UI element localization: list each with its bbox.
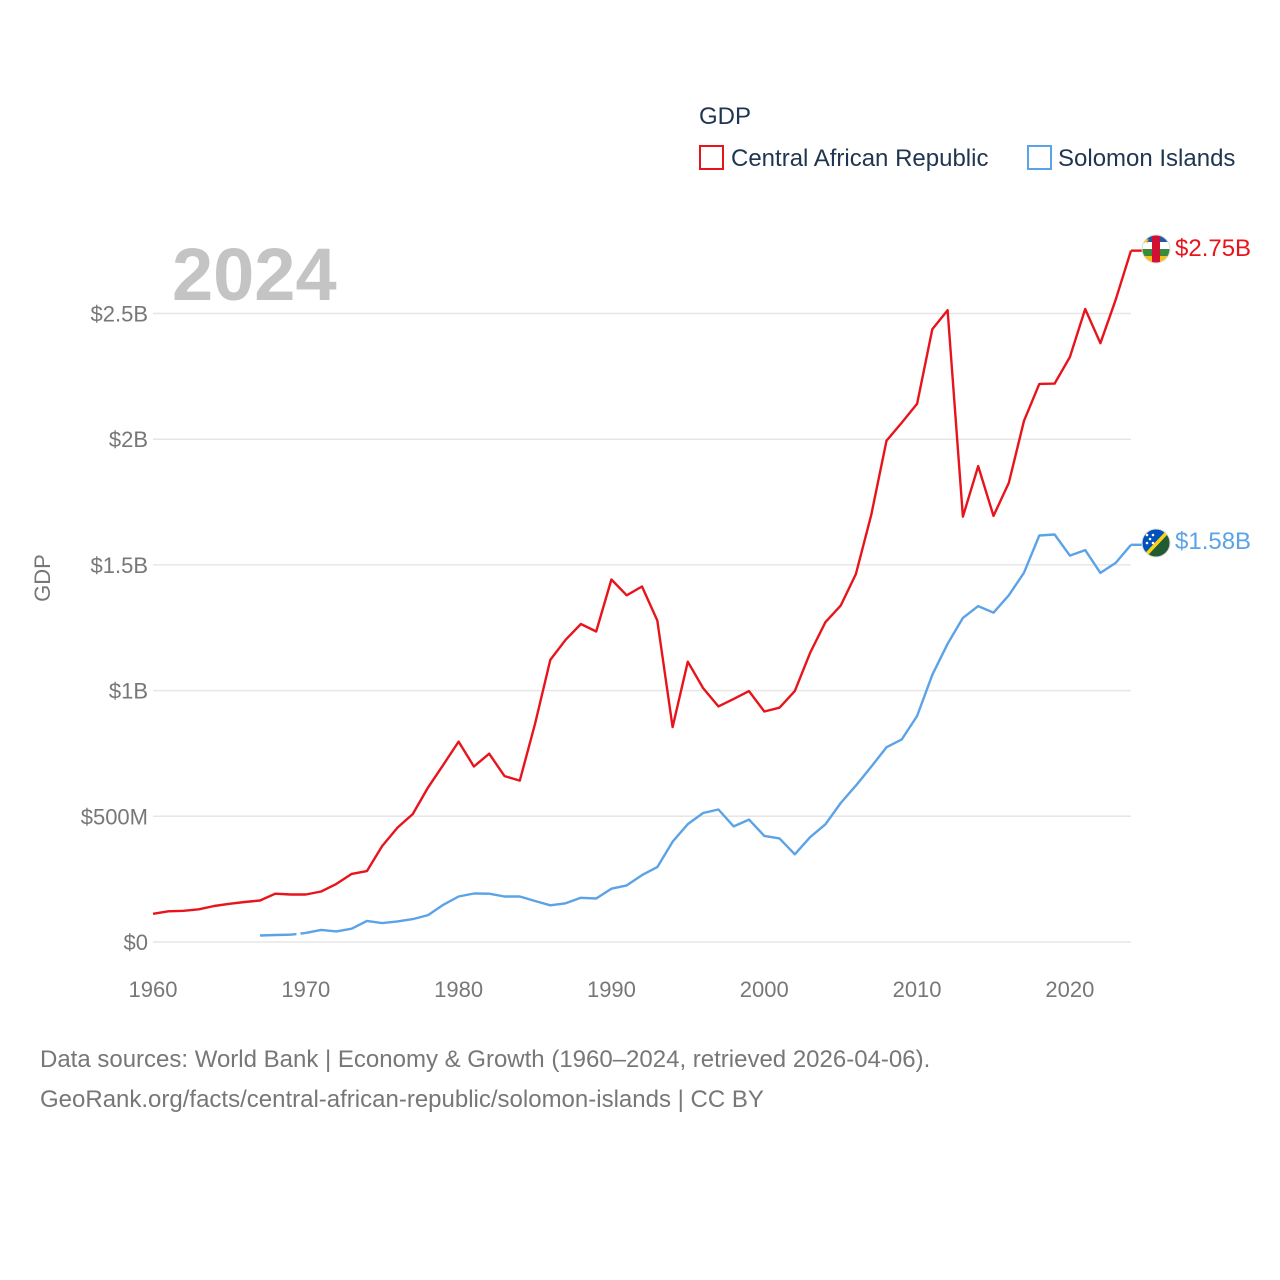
series-lines — [152, 249, 1142, 937]
legend-item-central-african-republic[interactable]: Central African Republic — [699, 145, 988, 172]
y-tick-label: $2B — [109, 427, 148, 452]
legend-item-solomon-islands[interactable]: Solomon Islands — [1027, 145, 1235, 172]
year-label: 2024 — [172, 233, 337, 316]
x-tick-label: 1980 — [434, 977, 483, 1002]
y-tick-label: $500M — [81, 804, 148, 829]
y-tick-label: $0 — [124, 930, 148, 955]
x-axis-ticks: 1960 1970 1980 1990 2000 2010 2020 — [129, 977, 1095, 1002]
series-line-solomon-islands[interactable] — [259, 933, 291, 937]
gridlines — [153, 312, 1131, 943]
legend-swatch-solomon-islands — [1027, 145, 1052, 170]
central-african-republic-flag-border — [1141, 234, 1171, 264]
y-tick-label: $1B — [109, 679, 148, 704]
legend-label-solomon-islands: Solomon Islands — [1058, 145, 1235, 172]
end-label-central-african-republic: $2.75B — [1175, 235, 1251, 262]
series-line-solomon-islands[interactable] — [305, 533, 1132, 935]
x-tick-label: 1970 — [281, 977, 330, 1002]
x-tick-label: 1960 — [129, 977, 178, 1002]
solomon-islands-flag-border — [1141, 528, 1171, 558]
legend-title: GDP — [699, 103, 751, 130]
series-line-central-african-republic[interactable] — [152, 250, 1133, 915]
y-axis-ticks: $0 $500M $1B $1.5B $2B $2.5B — [81, 302, 148, 956]
y-tick-label: $1.5B — [91, 553, 149, 578]
x-tick-label: 2020 — [1045, 977, 1094, 1002]
y-axis-title: GDP — [30, 554, 55, 602]
x-tick-label: 1990 — [587, 977, 636, 1002]
legend: GDP Central African Republic Solomon Isl… — [699, 103, 1235, 172]
solomon-islands-flag-icon — [1142, 529, 1170, 557]
legend-label-central-african-republic: Central African Republic — [731, 145, 988, 172]
series-gap-solomon-islands — [290, 931, 306, 936]
x-tick-label: 2000 — [740, 977, 789, 1002]
y-tick-label: $2.5B — [91, 302, 149, 327]
footer-sources: Data sources: World Bank | Economy & Gro… — [40, 1046, 931, 1073]
end-label-solomon-islands: $1.58B — [1175, 528, 1251, 555]
footer-attribution[interactable]: GeoRank.org/facts/central-african-republ… — [40, 1086, 764, 1113]
x-tick-label: 2010 — [893, 977, 942, 1002]
legend-swatch-central-african-republic — [699, 145, 724, 170]
